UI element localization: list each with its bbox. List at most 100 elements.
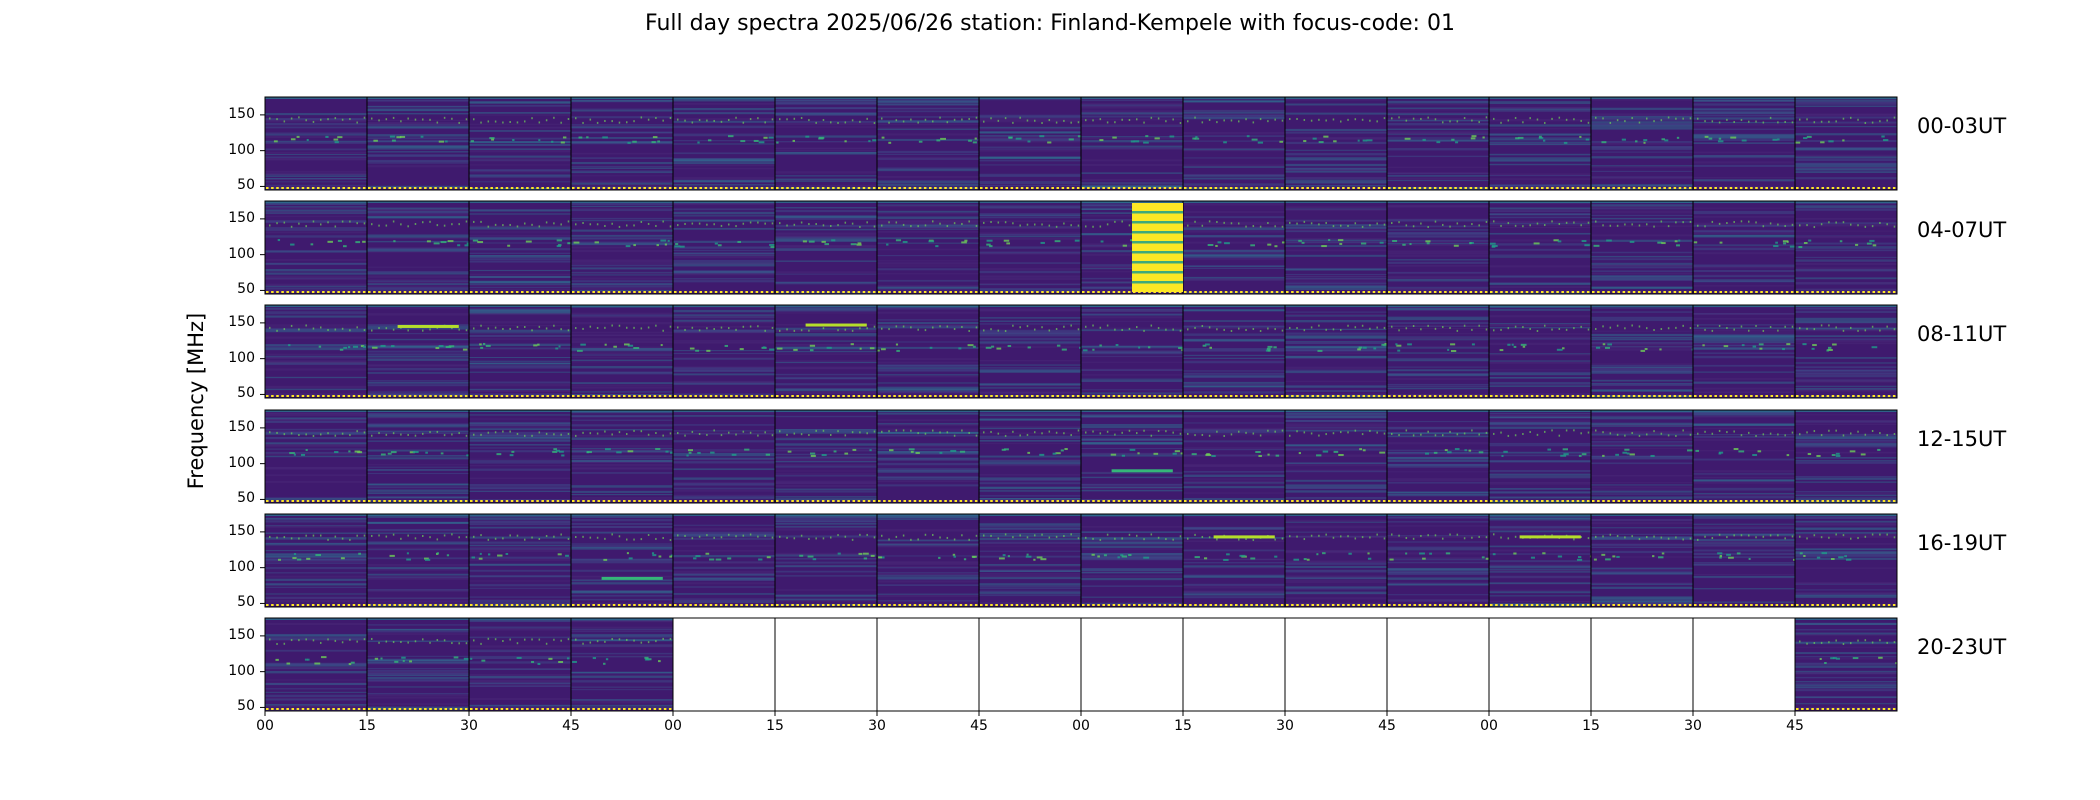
- spectrum-channel: [571, 184, 673, 186]
- spectrum-spot: [1085, 431, 1087, 434]
- spectrum-spot: [1354, 222, 1357, 225]
- calibration-mark: [281, 395, 284, 397]
- spectrum-spot: [1762, 433, 1765, 436]
- spectrum-channel: [1387, 453, 1489, 456]
- spectrum-channel: [1387, 457, 1489, 459]
- spectrum-spot: [1726, 327, 1728, 330]
- spectrum-channel: [877, 204, 979, 206]
- spectrum-spot: [1711, 329, 1714, 332]
- spectrum-spot: [473, 118, 475, 121]
- spectrum-channel: [979, 118, 1081, 121]
- calibration-mark: [776, 395, 779, 397]
- calibration-mark: [485, 500, 488, 502]
- spectrum-spot: [1112, 136, 1117, 139]
- spectrum-spot: [936, 139, 941, 142]
- spectrum-channel: [571, 165, 673, 168]
- spectrum-spot: [918, 140, 923, 143]
- spectrum-channel: [1081, 352, 1183, 355]
- spectrum-channel: [877, 224, 979, 227]
- calibration-mark: [949, 500, 952, 502]
- spectrum-channel: [775, 496, 877, 498]
- calibration-mark: [347, 604, 351, 606]
- spectrum-channel: [1489, 185, 1591, 187]
- calibration-mark: [1025, 500, 1029, 502]
- spectrum-spot: [305, 225, 307, 228]
- calibration-mark: [572, 187, 575, 189]
- calibration-mark: [1189, 395, 1192, 397]
- spectrum-spot: [1835, 452, 1840, 455]
- spectrum-channel: [1285, 177, 1387, 179]
- spectrum-channel: [775, 282, 877, 285]
- calibration-mark: [1520, 500, 1524, 502]
- calibration-mark: [541, 500, 544, 502]
- spectrum-channel: [1387, 119, 1489, 122]
- spectrum-spot: [1759, 347, 1763, 350]
- spectrum-edge: [1183, 305, 1285, 307]
- spectrum-spot: [822, 224, 825, 227]
- spectrum-spot: [800, 116, 803, 119]
- calibration-mark: [464, 291, 468, 293]
- spectrum-channel: [1183, 252, 1285, 254]
- spectrum-spot: [830, 433, 832, 436]
- calibration-mark: [1408, 187, 1411, 189]
- calibration-mark: [1291, 500, 1294, 502]
- spectrum-spot: [320, 223, 322, 226]
- spectrum-channel: [979, 367, 1081, 369]
- calibration-mark: [470, 291, 473, 293]
- spectrum-panel: [877, 305, 979, 398]
- spectrum-channel: [469, 338, 571, 340]
- spectrum-spot: [1866, 242, 1872, 245]
- spectrum-spot: [1879, 221, 1881, 224]
- spectrum-spot: [727, 135, 734, 138]
- spectrum-spot: [1557, 240, 1562, 243]
- spectrum-panel: [367, 410, 469, 503]
- calibration-mark: [1301, 291, 1304, 293]
- calibration-mark: [1474, 187, 1478, 189]
- spectrum-channel: [775, 470, 877, 472]
- spectrum-spot: [1835, 454, 1841, 457]
- spectrum-channel: [1693, 435, 1795, 438]
- spectrum-edge: [1489, 201, 1591, 203]
- spectrum-spot: [477, 241, 484, 244]
- spectrum-spot: [1114, 121, 1116, 124]
- spectrum-spot: [298, 537, 300, 540]
- spectrum-channel: [469, 436, 571, 440]
- spectrum-channel: [1387, 113, 1489, 116]
- spectrum-spot: [873, 430, 876, 433]
- spectrum-channel: [877, 311, 979, 314]
- spectrum-spot: [888, 430, 890, 433]
- spectrum-channel: [775, 340, 877, 342]
- spectrum-channel: [979, 173, 1081, 176]
- spectrum-channel: [673, 415, 775, 417]
- spectrum-spot: [315, 554, 321, 557]
- spectrum-channel: [1183, 249, 1285, 253]
- spectrum-spot: [888, 121, 890, 124]
- spectrum-spot: [1485, 328, 1488, 331]
- spectrum-channel: [1081, 327, 1183, 329]
- spectrum-channel: [367, 413, 469, 416]
- spectrum-spot: [298, 434, 300, 437]
- spectrum-channel: [1591, 114, 1693, 117]
- spectrum-channel: [1795, 209, 1897, 211]
- spectrum-spot: [902, 240, 908, 243]
- spectrum-channel: [877, 248, 979, 251]
- calibration-mark: [1490, 500, 1493, 502]
- spectrum-spot: [1192, 137, 1196, 140]
- spectrum-spot: [1296, 430, 1298, 433]
- spectrum-spot: [363, 222, 366, 225]
- calibration-mark: [1163, 395, 1167, 397]
- spectrum-spot: [553, 116, 555, 119]
- spectrum-panel: [367, 305, 469, 398]
- spectrum-spot: [1786, 343, 1791, 346]
- spectrum-channel: [673, 249, 775, 252]
- spectrum-spot: [1165, 430, 1167, 433]
- calibration-mark: [1704, 395, 1707, 397]
- calibration-mark: [1673, 187, 1677, 189]
- spectrum-channel: [469, 312, 571, 316]
- spectrum-channel: [571, 359, 673, 362]
- spectrum-spot: [764, 329, 766, 332]
- spectrum-spot: [757, 221, 759, 224]
- spectrum-spot: [525, 240, 532, 243]
- spectrum-channel: [1081, 374, 1183, 376]
- spectrum-spot: [902, 223, 905, 226]
